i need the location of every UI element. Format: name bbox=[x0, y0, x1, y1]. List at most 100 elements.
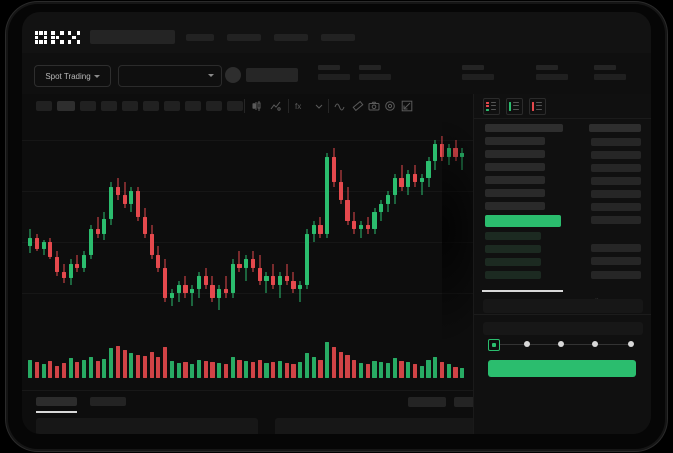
timeframe-button-9[interactable] bbox=[227, 101, 243, 111]
indicator-icon[interactable]: fx bbox=[294, 100, 306, 112]
orderbook-bid-row[interactable] bbox=[485, 150, 545, 158]
bottom-panel-center[interactable] bbox=[275, 418, 493, 434]
candle bbox=[426, 118, 431, 328]
volume-bar bbox=[136, 354, 141, 378]
settings-icon[interactable] bbox=[384, 100, 396, 112]
order-type-field[interactable] bbox=[483, 299, 643, 313]
volume-bar bbox=[68, 358, 73, 378]
volume-bar bbox=[352, 359, 357, 378]
market-bar: Spot Trading bbox=[22, 53, 651, 95]
slider-handle[interactable] bbox=[488, 339, 500, 351]
measure-icon[interactable] bbox=[352, 100, 364, 112]
candlestick-icon[interactable] bbox=[252, 100, 264, 112]
order-price-field[interactable] bbox=[483, 322, 643, 335]
orderbook-ask-row[interactable] bbox=[591, 203, 641, 211]
timeframe-button-4[interactable] bbox=[122, 101, 138, 111]
candle bbox=[271, 118, 276, 328]
volume-bar bbox=[129, 353, 134, 378]
volume-bar bbox=[34, 362, 39, 378]
candle bbox=[277, 118, 283, 328]
okx-logo[interactable] bbox=[35, 31, 80, 44]
orderbook-bids-icon[interactable] bbox=[506, 98, 523, 115]
bottom-tab-bar bbox=[22, 390, 487, 417]
chevron-down-icon bbox=[93, 74, 100, 78]
timeframe-button-2[interactable] bbox=[80, 101, 96, 111]
slider-stop-1[interactable] bbox=[524, 341, 530, 347]
orderbook-bid-row[interactable] bbox=[485, 258, 541, 266]
volume-bar bbox=[122, 349, 127, 378]
timeframe-button-8[interactable] bbox=[206, 101, 222, 111]
orderbook-ask-row[interactable] bbox=[591, 190, 641, 198]
volume-bar bbox=[48, 360, 53, 378]
volume-bar bbox=[433, 357, 438, 378]
timeframe-button-6[interactable] bbox=[164, 101, 180, 111]
candle bbox=[183, 118, 188, 328]
orderbook-ask-row[interactable] bbox=[591, 244, 641, 252]
orderbook-ask-row[interactable] bbox=[591, 151, 641, 159]
orderbook-ask-row[interactable] bbox=[591, 177, 641, 185]
candle bbox=[210, 118, 215, 328]
timeframe-button-3[interactable] bbox=[101, 101, 117, 111]
amount-slider[interactable] bbox=[488, 339, 636, 351]
trading-pair-selector[interactable] bbox=[118, 65, 222, 87]
bottom-tab-1[interactable] bbox=[90, 397, 126, 406]
candle bbox=[115, 118, 120, 328]
volume-bar bbox=[257, 359, 262, 378]
slider-stop-3[interactable] bbox=[592, 341, 598, 347]
orderbook-bid-row[interactable] bbox=[485, 245, 541, 253]
timeframe-button-5[interactable] bbox=[143, 101, 159, 111]
market-stat-label bbox=[359, 65, 381, 70]
bottom-action-1[interactable] bbox=[454, 397, 487, 407]
search-input[interactable] bbox=[90, 30, 175, 44]
fullscreen-icon[interactable] bbox=[401, 100, 413, 112]
line-chart-icon[interactable] bbox=[270, 100, 282, 112]
chevron-down-icon[interactable] bbox=[313, 100, 325, 112]
orderbook-bid-row[interactable] bbox=[485, 163, 545, 171]
timeframe-button-0[interactable] bbox=[36, 101, 52, 111]
orderbook-ask-row[interactable] bbox=[591, 271, 641, 279]
orderbook-ask-row[interactable] bbox=[591, 138, 641, 146]
last-price bbox=[246, 68, 298, 82]
slider-stop-4[interactable] bbox=[628, 341, 634, 347]
orderbook-bid-row[interactable] bbox=[485, 124, 563, 132]
bottom-panel-left[interactable] bbox=[36, 418, 258, 434]
timeframe-button-7[interactable] bbox=[185, 101, 201, 111]
orderbook-bid-row[interactable] bbox=[485, 232, 541, 240]
camera-icon[interactable] bbox=[368, 100, 380, 112]
slider-stop-2[interactable] bbox=[558, 341, 564, 347]
nav-item-3[interactable] bbox=[321, 34, 355, 41]
candle bbox=[142, 118, 147, 328]
orderbook-bid-row[interactable] bbox=[485, 202, 545, 210]
toolbar-divider bbox=[328, 99, 329, 113]
orderbook-ask-row[interactable] bbox=[589, 124, 641, 132]
toolbar-divider bbox=[244, 99, 245, 113]
nav-item-1[interactable] bbox=[227, 34, 261, 41]
bottom-tab-0[interactable] bbox=[36, 397, 77, 406]
orderbook-both-icon[interactable] bbox=[483, 98, 500, 115]
orderbook-ask-row[interactable] bbox=[591, 164, 641, 172]
volume-series bbox=[22, 336, 473, 378]
chevron-down-icon bbox=[208, 74, 214, 77]
volume-bar bbox=[61, 363, 66, 378]
orderbook-asks-icon[interactable] bbox=[529, 98, 546, 115]
orderbook-ask-row[interactable] bbox=[591, 216, 641, 224]
orderbook-bid-row[interactable] bbox=[485, 137, 545, 145]
volume-bar bbox=[426, 359, 431, 378]
orderbook-bid-row[interactable] bbox=[485, 189, 545, 197]
nav-item-0[interactable] bbox=[186, 34, 214, 41]
nav-item-2[interactable] bbox=[274, 34, 308, 41]
orderbook-view-modes bbox=[483, 98, 546, 115]
trading-mode-selector[interactable]: Spot Trading bbox=[34, 65, 111, 87]
volume-bar bbox=[298, 362, 303, 378]
orderbook-bid-row[interactable] bbox=[485, 215, 561, 227]
wave-icon[interactable] bbox=[334, 100, 346, 112]
orderbook-bid-row[interactable] bbox=[485, 271, 541, 279]
orderbook-bid-row[interactable] bbox=[485, 176, 545, 184]
price-chart[interactable] bbox=[22, 118, 473, 390]
orderbook-ask-row[interactable] bbox=[591, 257, 641, 265]
volume-bar bbox=[439, 362, 445, 378]
volume-bar bbox=[217, 363, 222, 378]
timeframe-button-1[interactable] bbox=[57, 101, 75, 111]
submit-order-button[interactable] bbox=[488, 360, 636, 377]
bottom-action-0[interactable] bbox=[408, 397, 446, 407]
